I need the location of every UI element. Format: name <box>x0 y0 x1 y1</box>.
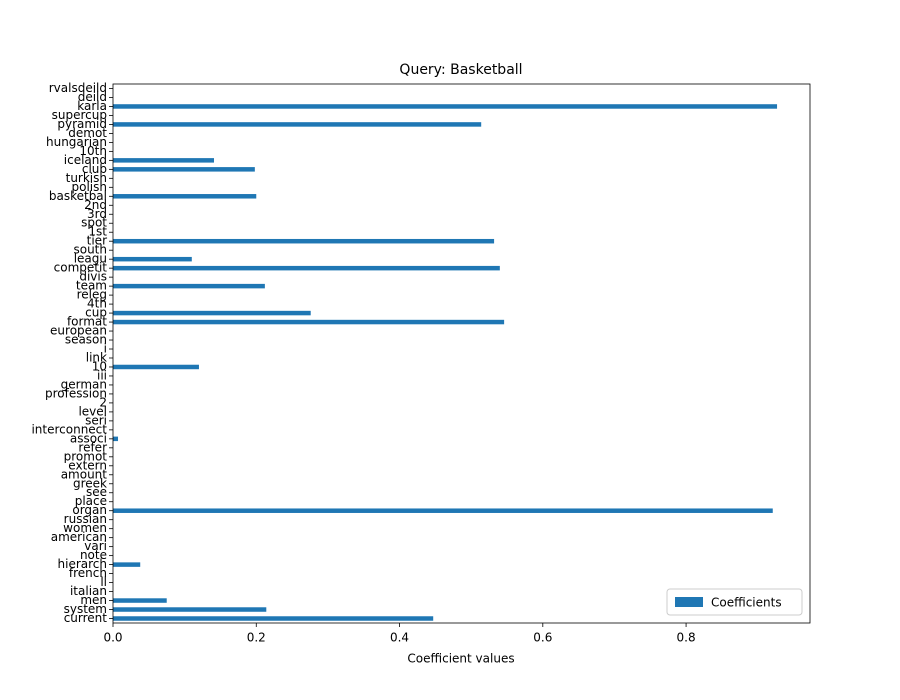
y-tick-label: rvalsdeild <box>49 81 107 95</box>
y-tick-label: deild <box>78 90 107 104</box>
y-tick-label: profession <box>45 386 107 400</box>
y-tick-label: hierarch <box>58 557 107 571</box>
y-tick-label: polish <box>72 180 107 194</box>
y-tick-label: hungarian <box>46 135 107 149</box>
y-tick-label: 4th <box>87 297 107 311</box>
legend-box <box>666 588 803 616</box>
bar <box>113 319 505 325</box>
bar <box>113 194 257 199</box>
y-tick-label: spot <box>81 216 107 230</box>
y-tick-label: see <box>86 485 107 499</box>
bar <box>113 436 119 442</box>
y-tick-label: 10th <box>79 144 107 158</box>
bar <box>113 122 482 127</box>
y-tick-label: season <box>65 333 107 347</box>
bar <box>113 158 215 163</box>
bar <box>113 607 267 612</box>
y-tick-label: russian <box>64 512 107 526</box>
x-tick-label: 0.6 <box>533 631 552 645</box>
y-tick-label: 2 <box>99 395 107 409</box>
y-tick-label: 3rd <box>87 207 107 221</box>
y-tick-label: supercup <box>52 108 107 122</box>
x-axis-label: Coefficient values <box>407 652 514 666</box>
y-tick-label: amount <box>61 467 108 481</box>
y-tick-label: format <box>67 315 107 329</box>
y-tick-label: team <box>76 279 107 293</box>
y-tick-label: 2nd <box>84 198 107 212</box>
y-tick-label: ll <box>100 575 107 589</box>
y-tick-label: vari <box>84 539 107 553</box>
y-tick-label: turkish <box>66 171 107 185</box>
y-tick-label: south <box>73 243 107 257</box>
bar <box>113 616 434 621</box>
y-tick-label: club <box>82 162 107 176</box>
bar <box>113 265 500 271</box>
legend-swatch <box>675 597 703 607</box>
y-tick-label: greek <box>73 476 107 490</box>
y-tick-label: competit <box>54 261 108 275</box>
x-tick-label: 0.8 <box>677 631 696 645</box>
y-tick-label: demot <box>68 126 107 140</box>
y-tick-label: basketbal <box>49 189 107 203</box>
y-tick-label: place <box>75 494 107 508</box>
bar <box>113 238 495 244</box>
y-tick-label: refer <box>78 440 107 454</box>
y-tick-label: european <box>50 324 107 338</box>
y-tick-label: releg <box>77 288 107 302</box>
y-tick-label: current <box>64 611 108 625</box>
y-tick-label: associ <box>70 431 107 445</box>
chart-title: Query: Basketball <box>399 62 522 78</box>
y-tick-label: interconnect <box>31 422 107 436</box>
y-tick-label: karla <box>77 99 107 113</box>
y-tick-label: italian <box>70 584 107 598</box>
bar <box>113 508 773 513</box>
y-tick-label: link <box>86 350 107 364</box>
bar <box>113 167 255 172</box>
x-tick-label: 0.4 <box>390 631 409 645</box>
y-tick-label: 10 <box>92 359 107 373</box>
bar <box>113 562 141 567</box>
plot-frame <box>112 83 811 624</box>
x-tick-label: 0.2 <box>247 631 266 645</box>
y-tick-label: system <box>64 602 107 616</box>
bar <box>113 598 167 603</box>
y-tick-label: iceland <box>64 153 107 167</box>
bar <box>113 283 265 289</box>
y-tick-label: tier <box>87 234 107 248</box>
y-tick-label: leagu <box>74 252 107 266</box>
y-tick-label: level <box>78 404 107 418</box>
legend-label: Coefficients <box>711 596 782 610</box>
y-tick-label: cup <box>85 306 107 320</box>
y-tick-label: extern <box>68 458 107 472</box>
bar <box>113 256 192 262</box>
y-tick-label: seri <box>85 413 107 427</box>
bar <box>113 104 778 109</box>
y-tick-label: american <box>51 530 107 544</box>
y-tick-label: note <box>80 548 107 562</box>
y-tick-label: men <box>80 593 107 607</box>
y-tick-label: german <box>61 377 107 391</box>
y-tick-label: iii <box>97 368 107 382</box>
y-tick-label: pyramid <box>57 117 107 131</box>
bar <box>113 310 311 316</box>
legend: Coefficients <box>666 588 803 616</box>
y-tick-label: french <box>69 566 107 580</box>
y-tick-label: i <box>104 342 107 356</box>
x-tick-label: 0.0 <box>103 631 122 645</box>
bar <box>113 364 199 370</box>
y-tick-label: organ <box>72 503 107 517</box>
y-tick-label: 1st <box>88 225 107 239</box>
y-tick-label: divis <box>79 270 107 284</box>
y-tick-label: women <box>63 521 107 535</box>
y-tick-label: promot <box>64 449 108 463</box>
